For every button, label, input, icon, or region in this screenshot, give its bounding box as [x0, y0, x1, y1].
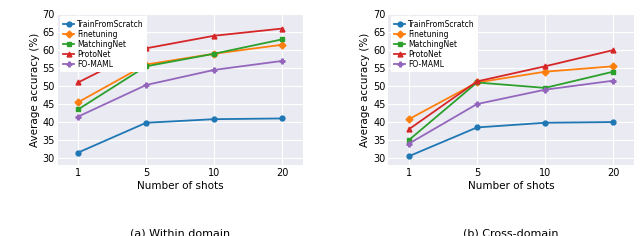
TrainFromScratch: [405, 155, 413, 158]
Line: ProtoNet: ProtoNet: [76, 26, 285, 85]
ProtoNet: [609, 49, 617, 51]
MatchingNet: [405, 139, 413, 141]
FO-MAML: [609, 79, 617, 82]
Line: TrainFromScratch: TrainFromScratch: [76, 116, 285, 155]
Line: FO-MAML: FO-MAML: [406, 78, 616, 146]
Legend: TrainFromScratch, Finetuning, MatchingNet, ProtoNet, FO-MAML: TrainFromScratch, Finetuning, MatchingNe…: [60, 17, 147, 72]
MatchingNet: [278, 38, 286, 41]
TrainFromScratch: [541, 121, 549, 124]
Y-axis label: Average accuracy (%): Average accuracy (%): [29, 33, 40, 147]
Text: (b) Cross-domain: (b) Cross-domain: [463, 229, 559, 236]
FO-MAML: [473, 103, 481, 105]
MatchingNet: [74, 108, 82, 111]
Finetuning: [541, 70, 549, 73]
MatchingNet: [541, 86, 549, 89]
MatchingNet: [142, 65, 150, 68]
Finetuning: [211, 52, 218, 55]
Line: Finetuning: Finetuning: [76, 42, 285, 105]
X-axis label: Number of shots: Number of shots: [137, 181, 223, 191]
MatchingNet: [473, 81, 481, 84]
FO-MAML: [211, 68, 218, 71]
Legend: TrainFromScratch, Finetuning, MatchingNet, ProtoNet, FO-MAML: TrainFromScratch, Finetuning, MatchingNe…: [391, 17, 478, 72]
ProtoNet: [405, 128, 413, 131]
ProtoNet: [74, 81, 82, 84]
Line: FO-MAML: FO-MAML: [76, 59, 285, 119]
Line: MatchingNet: MatchingNet: [406, 69, 616, 143]
TrainFromScratch: [142, 121, 150, 124]
ProtoNet: [473, 80, 481, 83]
MatchingNet: [211, 52, 218, 55]
MatchingNet: [609, 70, 617, 73]
ProtoNet: [278, 27, 286, 30]
Line: Finetuning: Finetuning: [406, 64, 616, 122]
Finetuning: [278, 43, 286, 46]
Line: MatchingNet: MatchingNet: [76, 37, 285, 112]
Finetuning: [405, 118, 413, 121]
TrainFromScratch: [473, 126, 481, 129]
Text: (a) Within domain: (a) Within domain: [130, 229, 230, 236]
Line: ProtoNet: ProtoNet: [406, 48, 616, 132]
FO-MAML: [142, 84, 150, 86]
Finetuning: [74, 101, 82, 104]
Finetuning: [609, 65, 617, 68]
Line: TrainFromScratch: TrainFromScratch: [406, 120, 616, 159]
Y-axis label: Average accuracy (%): Average accuracy (%): [360, 33, 371, 147]
ProtoNet: [541, 65, 549, 68]
ProtoNet: [142, 47, 150, 50]
Finetuning: [473, 81, 481, 84]
FO-MAML: [405, 142, 413, 145]
FO-MAML: [74, 115, 82, 118]
ProtoNet: [211, 34, 218, 37]
X-axis label: Number of shots: Number of shots: [468, 181, 554, 191]
TrainFromScratch: [211, 118, 218, 121]
FO-MAML: [541, 88, 549, 91]
FO-MAML: [278, 59, 286, 62]
TrainFromScratch: [278, 117, 286, 120]
Finetuning: [142, 63, 150, 66]
TrainFromScratch: [609, 121, 617, 123]
TrainFromScratch: [74, 151, 82, 154]
